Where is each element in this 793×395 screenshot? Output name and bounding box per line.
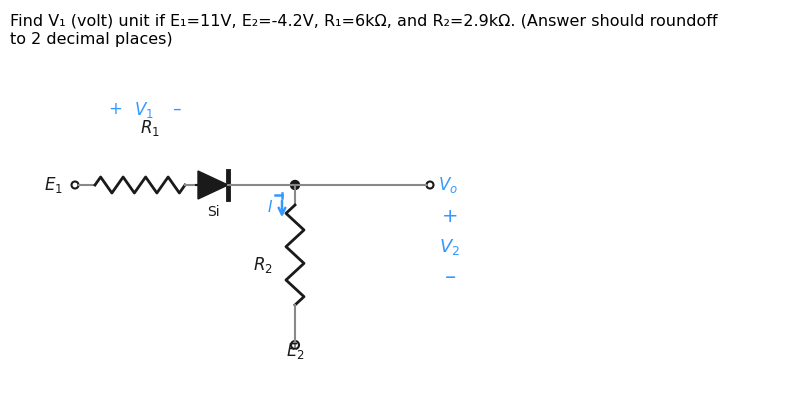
Text: $R_1$: $R_1$ bbox=[140, 118, 160, 138]
Text: $V_o$: $V_o$ bbox=[438, 175, 458, 195]
Text: $V_1$: $V_1$ bbox=[134, 100, 154, 120]
Text: Si: Si bbox=[207, 205, 220, 219]
Text: to 2 decimal places): to 2 decimal places) bbox=[10, 32, 173, 47]
Text: $R_2$: $R_2$ bbox=[253, 255, 273, 275]
Text: –: – bbox=[168, 100, 182, 118]
Text: $V_2$: $V_2$ bbox=[439, 237, 461, 257]
Circle shape bbox=[290, 181, 300, 190]
Text: $I$: $I$ bbox=[267, 199, 273, 215]
Text: Find V₁ (volt) unit if E₁=11V, E₂=-4.2V, R₁=6kΩ, and R₂=2.9kΩ. (Answer should ro: Find V₁ (volt) unit if E₁=11V, E₂=-4.2V,… bbox=[10, 14, 718, 29]
Text: +: + bbox=[442, 207, 458, 226]
Text: $E_2$: $E_2$ bbox=[285, 341, 305, 361]
Polygon shape bbox=[198, 171, 228, 199]
Text: $E_1$: $E_1$ bbox=[44, 175, 63, 195]
Text: +: + bbox=[109, 100, 128, 118]
Text: –: – bbox=[444, 267, 456, 287]
